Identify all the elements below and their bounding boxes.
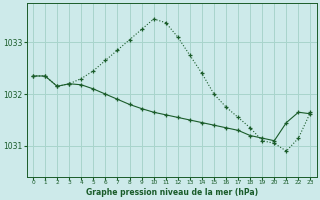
X-axis label: Graphe pression niveau de la mer (hPa): Graphe pression niveau de la mer (hPa) [86, 188, 258, 197]
